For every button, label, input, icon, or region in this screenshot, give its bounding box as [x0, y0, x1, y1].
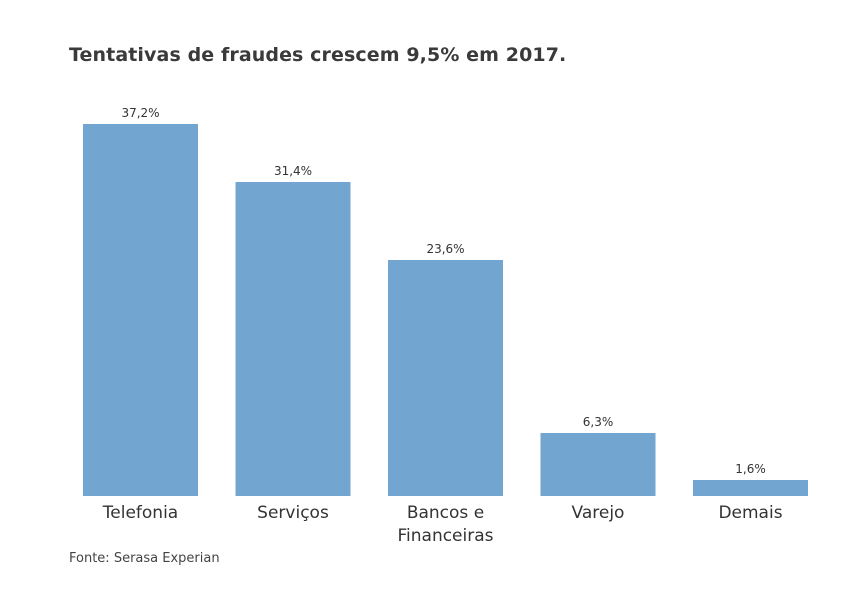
category-label: Serviços	[257, 503, 329, 523]
bar-value-label: 23,6%	[426, 242, 464, 256]
category-labels-group: Telefonia Serviços Bancos e Financeiras Vare…	[102, 503, 783, 546]
bar-value-label: 37,2%	[121, 106, 159, 120]
bar-value-label: 31,4%	[274, 164, 312, 178]
bars-group	[83, 124, 808, 496]
bar	[540, 433, 656, 496]
category-label: Demais	[718, 503, 782, 523]
bar	[235, 182, 351, 496]
category-label: Bancos e	[407, 503, 484, 523]
bar	[388, 260, 503, 496]
bar	[83, 124, 198, 496]
value-labels-group: 37,2% 31,4% 23,6% 6,3% 1,6%	[121, 106, 765, 476]
bar-value-label: 1,6%	[735, 462, 766, 476]
chart-title: Tentativas de fraudes crescem 9,5% em 20…	[69, 44, 567, 66]
category-label: Financeiras	[397, 526, 493, 546]
bar	[693, 480, 808, 496]
category-label: Varejo	[572, 503, 625, 523]
category-label: Telefonia	[102, 503, 178, 523]
source-note: Fonte: Serasa Experian	[69, 551, 220, 566]
bar-value-label: 6,3%	[583, 415, 614, 429]
